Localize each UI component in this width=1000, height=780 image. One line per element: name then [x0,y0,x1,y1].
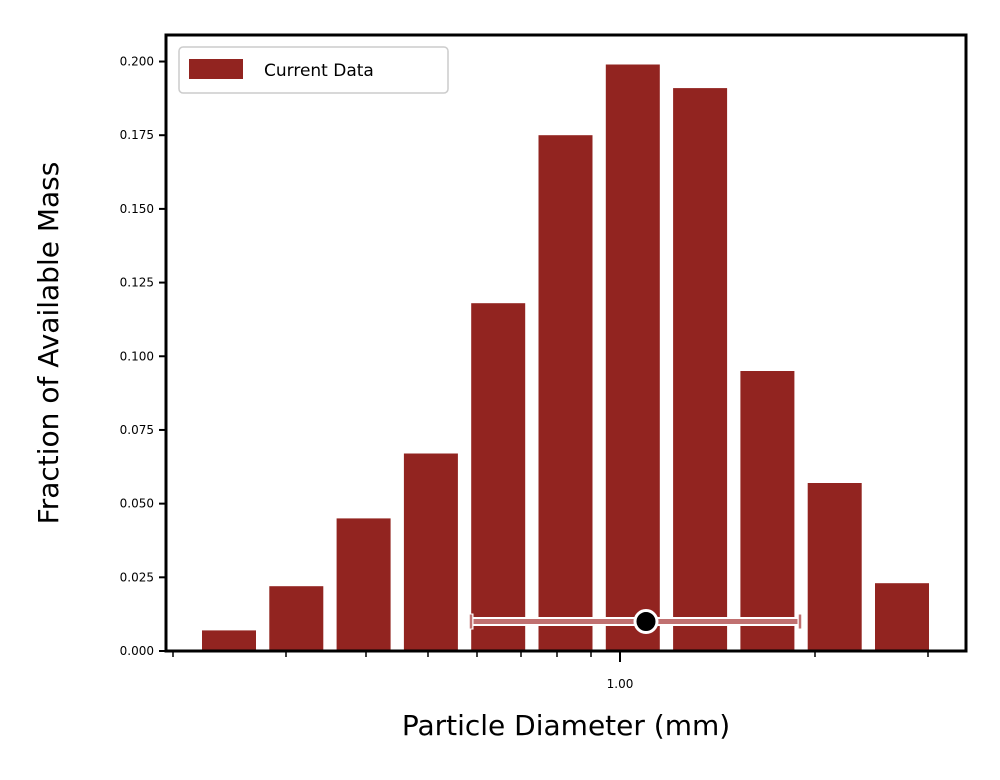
legend: Current Data [178,46,449,94]
summary-marker [633,609,659,635]
x-axis-title: Particle Diameter (mm) [402,709,730,742]
bar [269,586,324,651]
y-tick-label: 0.025 [120,570,154,584]
x-tick-label: 1.00 [607,677,634,691]
y-tick-label: 0.000 [120,644,154,658]
legend-box [178,46,449,94]
bars-layer [202,64,929,652]
bar [202,630,256,651]
y-axis-ticks: 0.000 0.025 0.050 0.075 0.100 0.125 0.150 0.175… [120,55,166,658]
y-tick-label: 0.150 [120,202,154,216]
y-tick-label: 0.075 [120,423,154,437]
y-tick-label: 0.125 [120,276,154,290]
bar [471,303,526,651]
summary-layer [468,609,803,635]
bar [875,583,929,651]
bar [740,371,795,651]
bar [673,88,728,652]
y-tick-label: 0.200 [120,55,154,69]
legend-label: Current Data [264,61,374,81]
bar [336,518,391,651]
bar [605,64,660,651]
y-tick-label: 0.050 [120,497,154,511]
bar [538,135,593,651]
bar [403,453,458,651]
plot-frame [164,33,968,653]
bar [807,483,862,651]
y-tick-label: 0.100 [120,349,154,363]
legend-swatch [189,59,243,79]
y-axis-title: Fraction of Available Mass [32,162,65,525]
y-tick-label: 0.175 [120,128,154,142]
